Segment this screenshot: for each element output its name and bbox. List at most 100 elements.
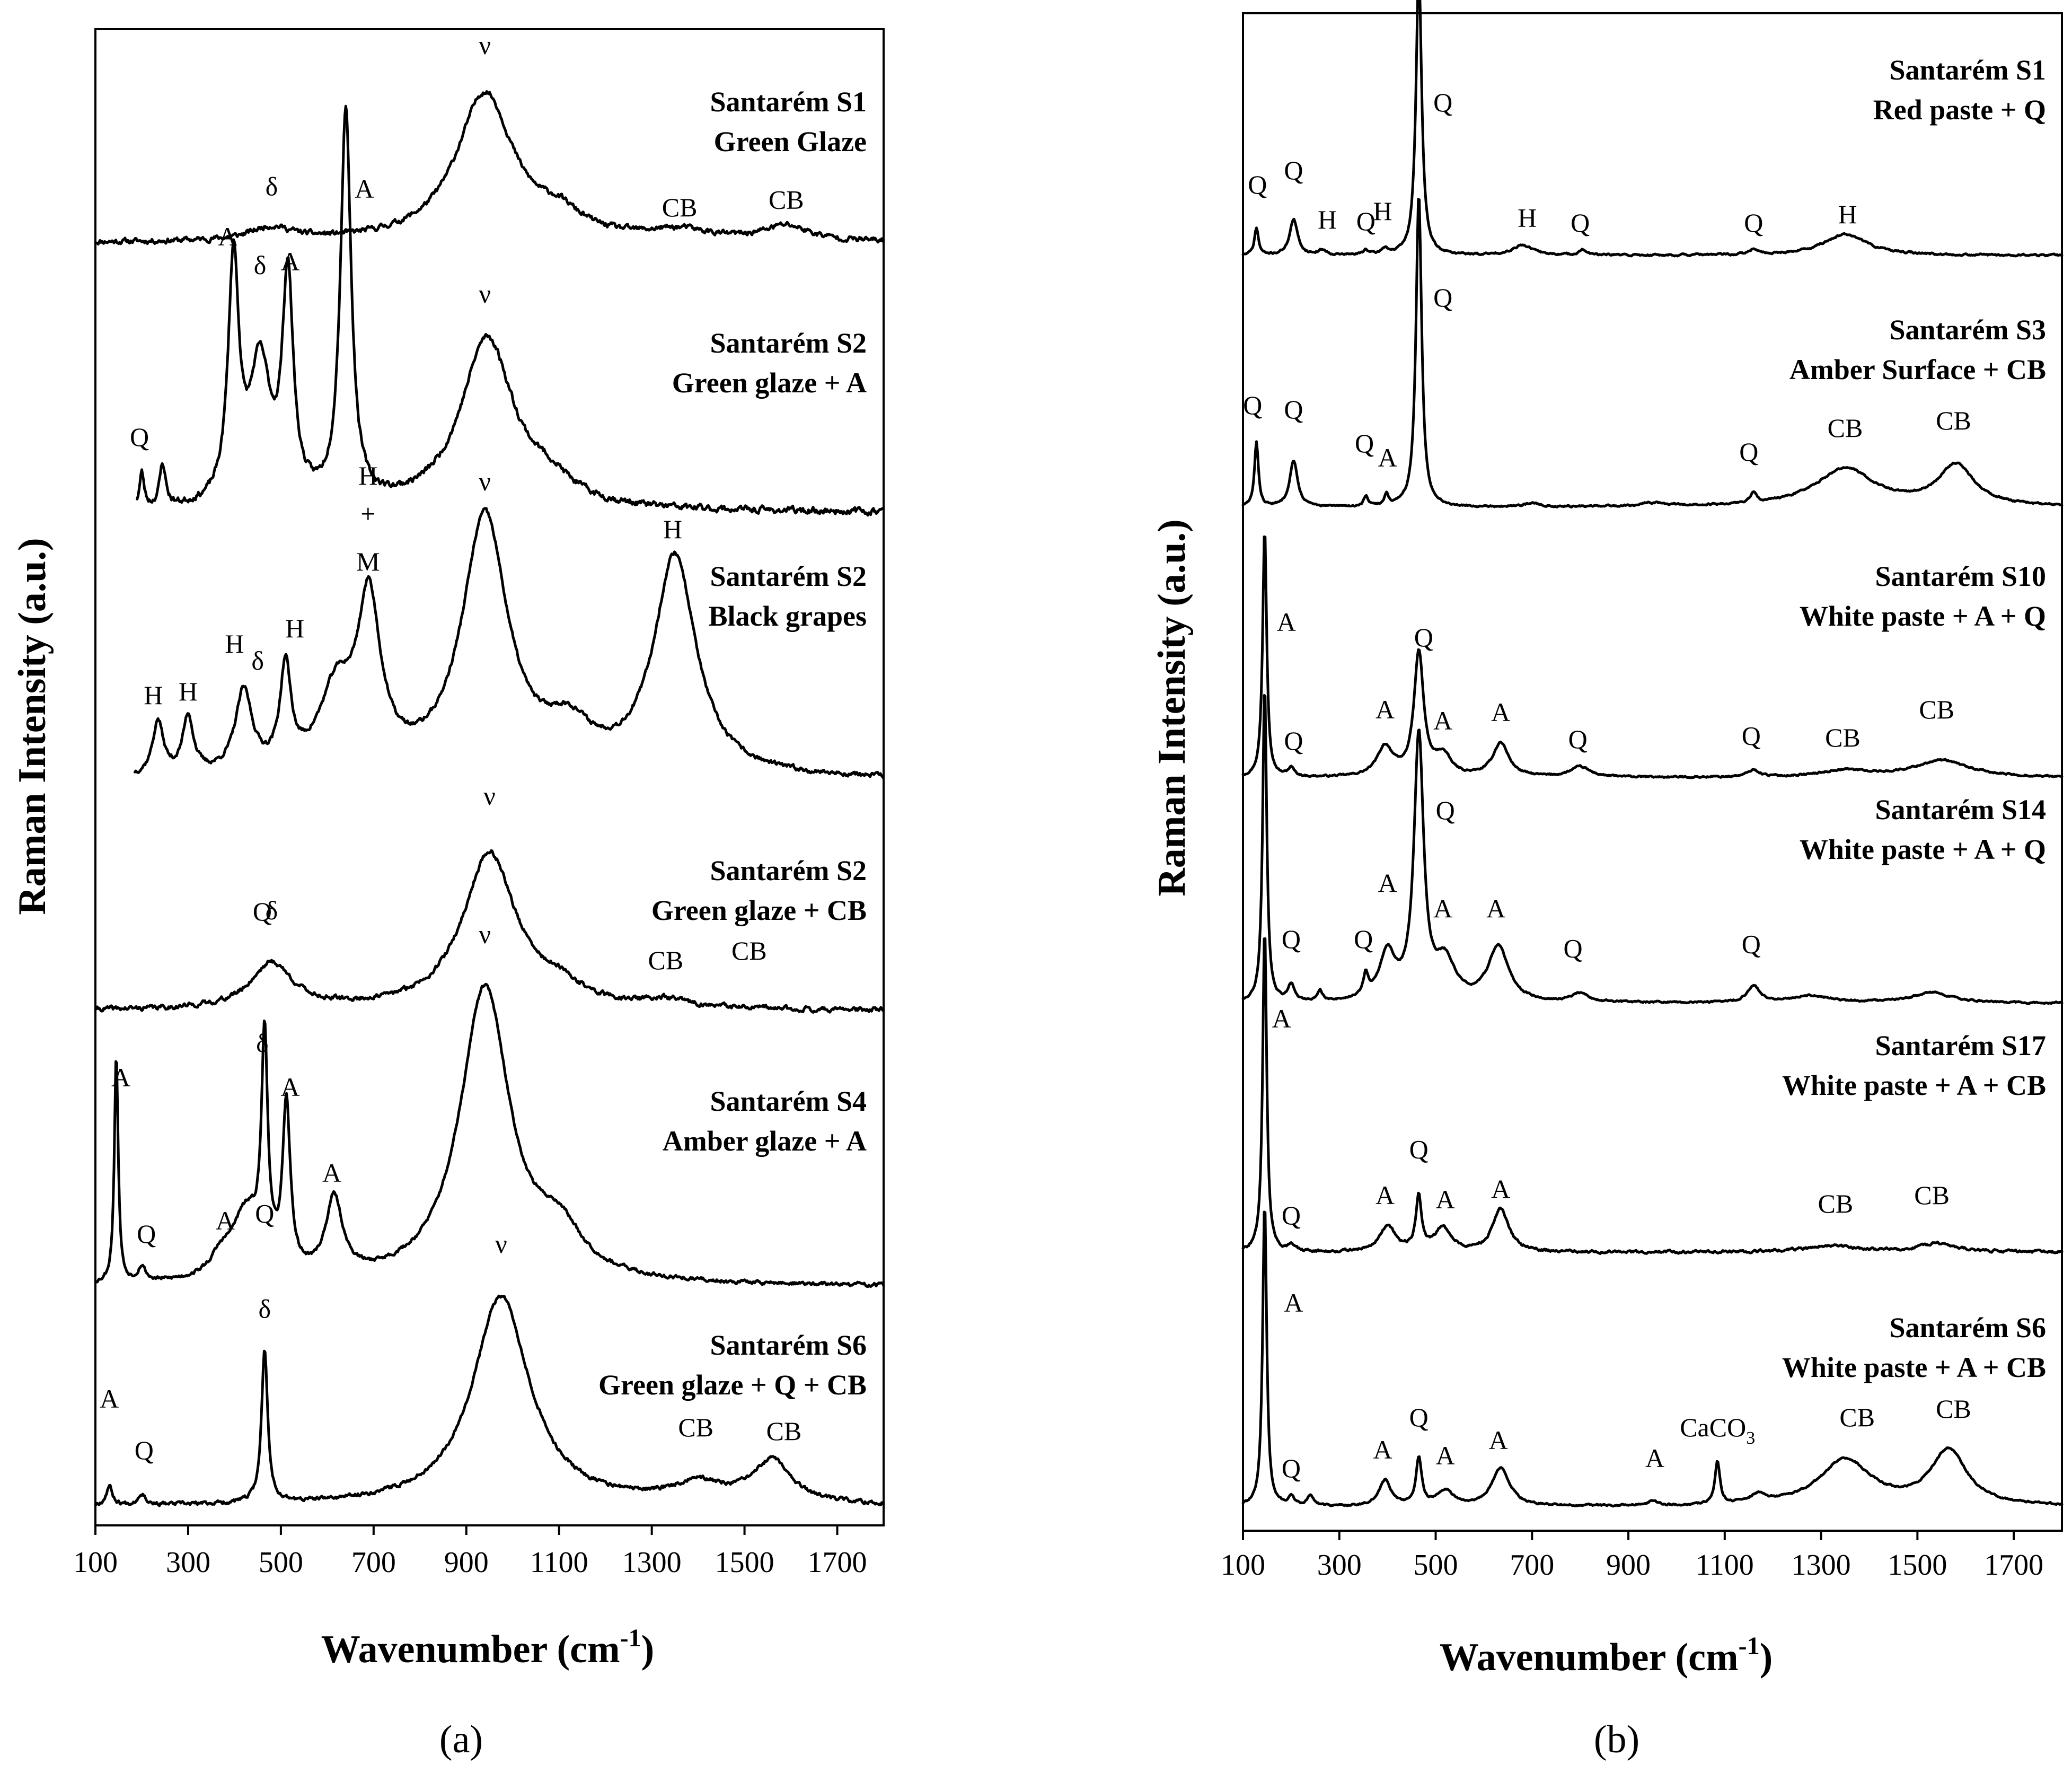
x-tick-label: 700 xyxy=(1510,1549,1554,1582)
spectrum-name: Santarém S3 xyxy=(1890,314,2047,346)
peak-label: CaCO3 xyxy=(1680,1412,1755,1448)
panel-a-label: (a) xyxy=(439,1718,483,1761)
peak-label: A xyxy=(1486,893,1505,923)
x-tick-label: 900 xyxy=(1606,1549,1651,1582)
spectrum-description: White paste + A + CB xyxy=(1782,1351,2046,1383)
peak-label: H xyxy=(179,677,198,706)
peak-label: A xyxy=(1436,1441,1455,1470)
peak-label: H xyxy=(225,629,244,659)
peak-label: M xyxy=(356,547,380,576)
peak-label: CB xyxy=(1828,413,1863,443)
peak-label: CB xyxy=(1914,1180,1950,1210)
peak-label: Q xyxy=(1282,1453,1301,1483)
peak-label: Q xyxy=(1742,721,1761,751)
x-tick-label: 1300 xyxy=(1792,1549,1851,1582)
spectrum-name: Santarém S14 xyxy=(1875,794,2047,826)
spectrum-trace xyxy=(1241,0,2064,258)
spectrum-trace xyxy=(1241,535,2064,779)
peak-label: A xyxy=(100,1384,119,1414)
peak-label: Q xyxy=(1571,208,1590,238)
peak-label: Q xyxy=(1563,934,1582,963)
peak-label: H xyxy=(1838,199,1857,229)
peak-label: CB xyxy=(769,185,804,215)
peak-label: A xyxy=(1277,607,1296,637)
spectrum-trace xyxy=(133,507,885,779)
peak-label: A xyxy=(218,222,237,251)
peak-label: δ xyxy=(266,171,278,201)
panel-b-y-axis-label: Raman Intensity (a.u.) xyxy=(1150,519,1194,896)
peak-label: Q xyxy=(135,1435,154,1465)
spectrum-trace xyxy=(94,982,885,1288)
peak-label: H xyxy=(1318,205,1337,234)
x-tick-label: 1300 xyxy=(622,1546,682,1579)
spectrum-trace xyxy=(1241,198,2064,509)
x-tick-label: 1100 xyxy=(1696,1549,1754,1582)
spectrum-trace xyxy=(94,849,885,1014)
spectrum-name: Santarém S2 xyxy=(710,560,867,592)
spectrum-description: White paste + A + CB xyxy=(1782,1069,2046,1101)
spectrum-description: Green Glaze xyxy=(714,126,867,157)
spectrum-trace xyxy=(94,1294,885,1507)
spectrum-name: Santarém S6 xyxy=(710,1329,867,1361)
peak-label: CB xyxy=(1839,1402,1875,1432)
peak-label: CB xyxy=(1936,406,1971,435)
peak-label: + xyxy=(360,499,375,529)
peak-label: Q xyxy=(1284,155,1303,185)
spectrum-trace xyxy=(1241,937,2064,1255)
peak-label: ν xyxy=(479,919,491,949)
panel-a-spectrum-names: Santarém S1 Green Glaze Santarém S2 Green g… xyxy=(598,86,867,1401)
peak-label: CB xyxy=(731,936,767,966)
peak-label: A xyxy=(1378,868,1397,898)
x-tick-label: 1100 xyxy=(530,1546,588,1579)
spectrum-name: Santarém S10 xyxy=(1875,560,2047,592)
peak-label: A xyxy=(280,1072,299,1102)
peak-label: Q xyxy=(130,422,149,452)
x-tick-label: 1700 xyxy=(1984,1549,2043,1582)
spectrum-trace xyxy=(1241,1210,2064,1508)
x-tick-label: 1500 xyxy=(715,1546,774,1579)
x-tick-label: 500 xyxy=(1414,1549,1458,1582)
peak-label: Q xyxy=(1243,390,1262,420)
peak-label: A xyxy=(1373,1435,1392,1464)
panel-a-x-axis-label: Wavenumber (cm-1) xyxy=(321,1624,655,1671)
spectrum-name: Santarém S2 xyxy=(710,855,867,886)
peak-label: CB xyxy=(1919,695,1954,724)
peak-label: δ xyxy=(251,646,264,675)
peak-label: Q xyxy=(1282,1200,1301,1230)
x-tick-label: 1500 xyxy=(1888,1549,1947,1582)
x-tick-label: 500 xyxy=(259,1546,303,1579)
peak-label: Q xyxy=(1433,87,1452,117)
peak-label: A xyxy=(1491,697,1510,727)
peak-label: Q xyxy=(1356,206,1376,236)
spectrum-trace xyxy=(136,104,885,517)
peak-label: Q xyxy=(1739,437,1758,467)
peak-label: ν xyxy=(483,781,496,811)
peak-label: Q xyxy=(255,1199,274,1228)
peak-label: Q xyxy=(253,897,272,926)
peak-label: A xyxy=(1645,1443,1664,1473)
peak-label: Q xyxy=(1409,1402,1429,1432)
peak-label: Q xyxy=(1742,929,1761,959)
peak-label: δ xyxy=(256,1028,269,1058)
spectrum-name: Santarém S17 xyxy=(1875,1030,2047,1061)
panel-a-x-ticks: 100 300 500 700 900 1100 1300 1500 1700 xyxy=(73,1525,867,1579)
peak-label: Q xyxy=(1433,283,1452,312)
spectrum-name: Santarém S2 xyxy=(710,327,867,359)
peak-label: A xyxy=(1436,1184,1455,1214)
panel-b-traces xyxy=(1241,0,2064,1508)
peak-label: A xyxy=(1433,706,1452,735)
peak-label: H xyxy=(285,613,304,643)
spectrum-trace xyxy=(94,90,885,245)
peak-label: ν xyxy=(495,1229,507,1259)
panel-a-y-axis-label: Raman Intensity (a.u.) xyxy=(11,538,54,915)
x-tick-label: 700 xyxy=(351,1546,396,1579)
peak-label: Q xyxy=(1284,726,1303,756)
spectrum-description: White paste + A + Q xyxy=(1800,600,2046,632)
panel-a-plot-frame xyxy=(94,28,885,1526)
peak-label: H xyxy=(358,461,377,490)
spectrum-name: Santarém S4 xyxy=(710,1085,867,1117)
x-tick-label: 100 xyxy=(1221,1549,1265,1582)
x-tick-label: 100 xyxy=(73,1546,118,1579)
